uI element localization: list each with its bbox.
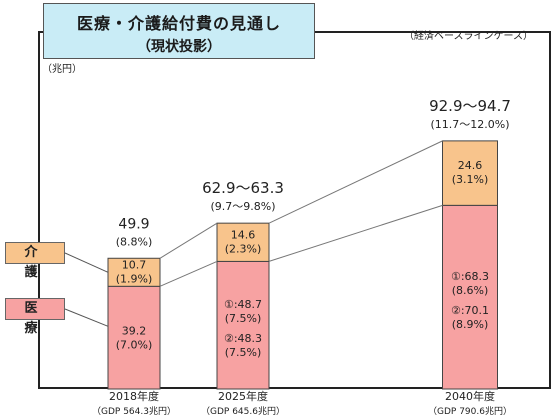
- category-label-0: 2018年度: [109, 389, 159, 403]
- unit-label: （兆円）: [42, 64, 82, 75]
- label-kaigo-0-1: (1.9%): [116, 272, 153, 285]
- bar-kaigo-1: [216, 222, 270, 262]
- label-iryo-1-2: ②:48.3: [224, 332, 262, 345]
- gdp-label-2: （GDP 790.6兆円）: [428, 406, 512, 417]
- bar-iryo-1: [216, 260, 270, 390]
- chart-title: 医療・介護給付費の見通し: [76, 14, 281, 33]
- case-label: （経済ベースラインケース）: [404, 31, 533, 42]
- total-value-1: 62.9～63.3: [202, 179, 284, 197]
- total-pct-2: (11.7～12.0%): [430, 118, 509, 131]
- category-label-1: 2025年度: [218, 389, 268, 403]
- label-kaigo-0-0: 10.7: [122, 258, 147, 271]
- title-box: 医療・介護給付費の見通し （現状投影）: [43, 3, 315, 59]
- connector-top-1: [268, 140, 443, 224]
- bar-kaigo-0: [107, 257, 161, 287]
- legend-iryo: 医 療: [5, 298, 65, 336]
- connector-top-0: [159, 222, 218, 259]
- label-iryo-1-3: (7.5%): [225, 346, 262, 359]
- total-value-2: 92.9～94.7: [429, 97, 511, 115]
- legend-pointer-iryo: [64, 308, 109, 327]
- label-iryo-2-0: ①:68.3: [451, 270, 489, 283]
- label-iryo-2-1: (8.6%): [452, 284, 489, 297]
- label-iryo-1-0: ①:48.7: [224, 298, 262, 311]
- total-value-0: 49.9: [118, 216, 149, 232]
- bar-iryo-0: [107, 285, 161, 390]
- label-iryo-2-2: ②:70.1: [451, 304, 489, 317]
- legend-pointer-kaigo: [64, 252, 109, 273]
- label-iryo-2-3: (8.9%): [452, 318, 489, 331]
- label-iryo-0-0: 39.2: [122, 325, 147, 338]
- bar-kaigo-2: [442, 140, 498, 206]
- gdp-label-1: （GDP 645.6兆円）: [201, 406, 285, 417]
- total-pct-0: (8.8%): [116, 235, 153, 248]
- label-iryo-1-1: (7.5%): [225, 312, 262, 325]
- total-pct-1: (9.7～9.8%): [210, 200, 275, 213]
- label-iryo-0-1: (7.0%): [116, 339, 153, 352]
- connector-mid-0: [159, 260, 218, 287]
- gdp-label-0: （GDP 564.3兆円）: [92, 406, 176, 417]
- category-label-2: 2040年度: [445, 389, 495, 403]
- legend-kaigo: 介 護: [5, 242, 65, 280]
- label-kaigo-1-0: 14.6: [231, 228, 256, 241]
- label-kaigo-1-1: (2.3%): [225, 242, 262, 255]
- label-kaigo-2-0: 24.6: [458, 159, 483, 172]
- chart-subtitle: （現状投影）: [137, 39, 221, 55]
- connector-mid-1: [268, 204, 443, 262]
- label-kaigo-2-1: (3.1%): [452, 173, 489, 186]
